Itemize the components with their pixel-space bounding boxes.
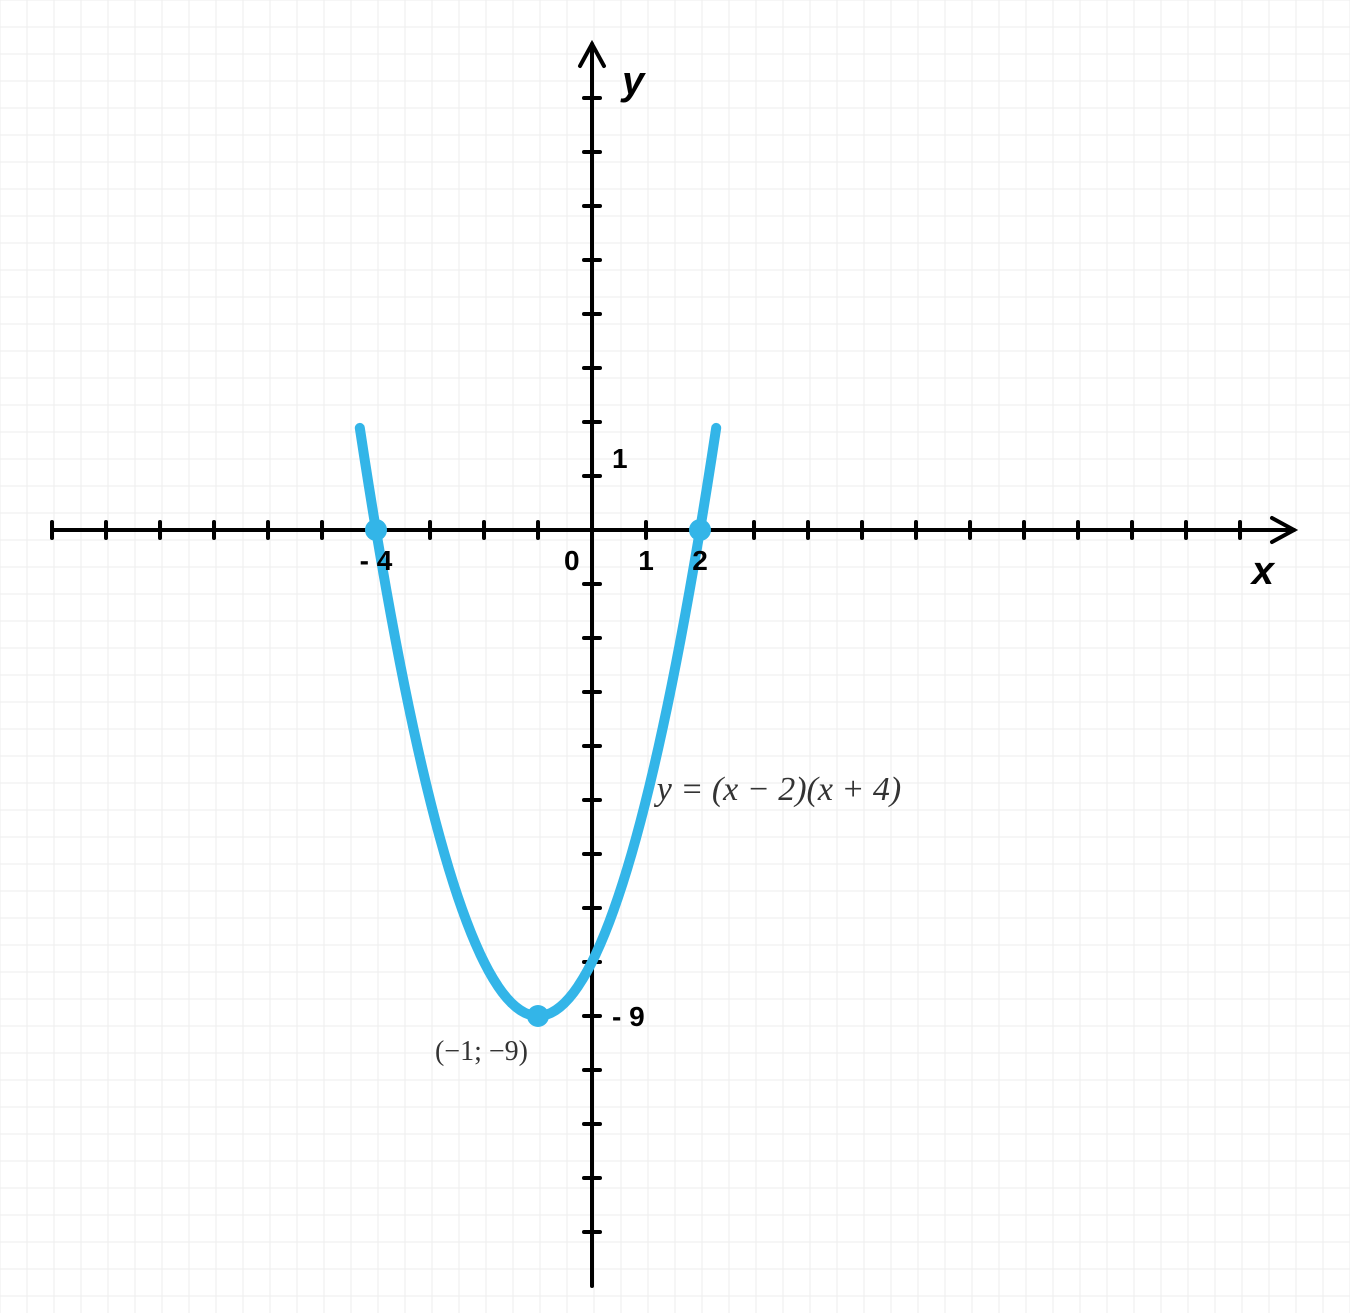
svg-text:1: 1 [612, 443, 628, 474]
svg-text:- 9: - 9 [612, 1001, 645, 1032]
svg-text:2: 2 [692, 545, 708, 576]
svg-text:0: 0 [564, 545, 580, 576]
svg-text:- 4: - 4 [360, 545, 393, 576]
svg-text:y = (x − 2)(x + 4): y = (x − 2)(x + 4) [654, 771, 901, 808]
svg-text:y: y [620, 59, 646, 103]
svg-text:x: x [1250, 549, 1276, 593]
parabola-chart: 0 - 4 1 2 1 - 9 x y y = (x − 2)(x + 4) (−1; −9) [0, 0, 1350, 1313]
svg-text:1: 1 [638, 545, 654, 576]
svg-text:(−1; −9): (−1; −9) [435, 1036, 528, 1067]
